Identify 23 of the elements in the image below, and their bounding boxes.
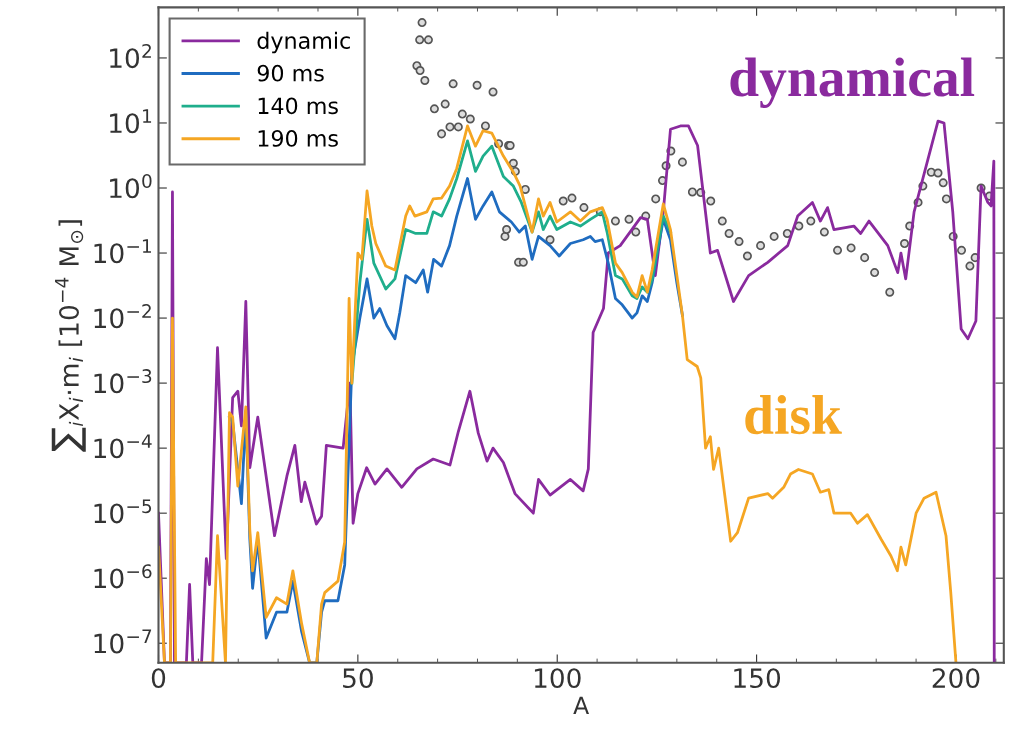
y-tick-label: 10$^{−4}$ bbox=[94, 434, 152, 459]
legend-label: dynamic bbox=[257, 31, 350, 54]
x-tick-label: 50 bbox=[343, 668, 373, 689]
x-tick-label: 200 bbox=[932, 668, 980, 689]
y-tick-label: 10$^{−1}$ bbox=[94, 239, 151, 264]
x-axis-title: A bbox=[573, 696, 590, 714]
y-tick-label: 10$^{−6}$ bbox=[94, 564, 152, 589]
y-tick-label: 10$^{2}$ bbox=[110, 43, 151, 69]
y-tick-label: 10$^{−5}$ bbox=[94, 499, 152, 524]
annotation: disk bbox=[745, 395, 842, 435]
legend-label: 190 ms bbox=[258, 130, 338, 147]
text: ∑$_{i}$X$_{i}$·m$_{i}$ [10$^{−4}$ M$_{⊙}$] bbox=[51, 220, 86, 452]
legend-label: 140 ms bbox=[258, 97, 338, 115]
x-tick-label: 100 bbox=[534, 668, 581, 689]
y-tick-label: 10$^{−7}$ bbox=[94, 629, 152, 654]
legend-label: 90 ms bbox=[257, 64, 324, 82]
y-tick-label: 10$^{1}$ bbox=[110, 109, 152, 134]
y-tick-label: 10$^{−2}$ bbox=[94, 304, 151, 329]
x-tick-label: 0 bbox=[151, 668, 166, 689]
y-tick-label: 10$^{0}$ bbox=[110, 174, 152, 199]
y-tick-label: 10$^{−3}$ bbox=[94, 369, 152, 394]
annotation: dynamical bbox=[730, 57, 975, 108]
x-tick-label: 150 bbox=[734, 668, 781, 689]
